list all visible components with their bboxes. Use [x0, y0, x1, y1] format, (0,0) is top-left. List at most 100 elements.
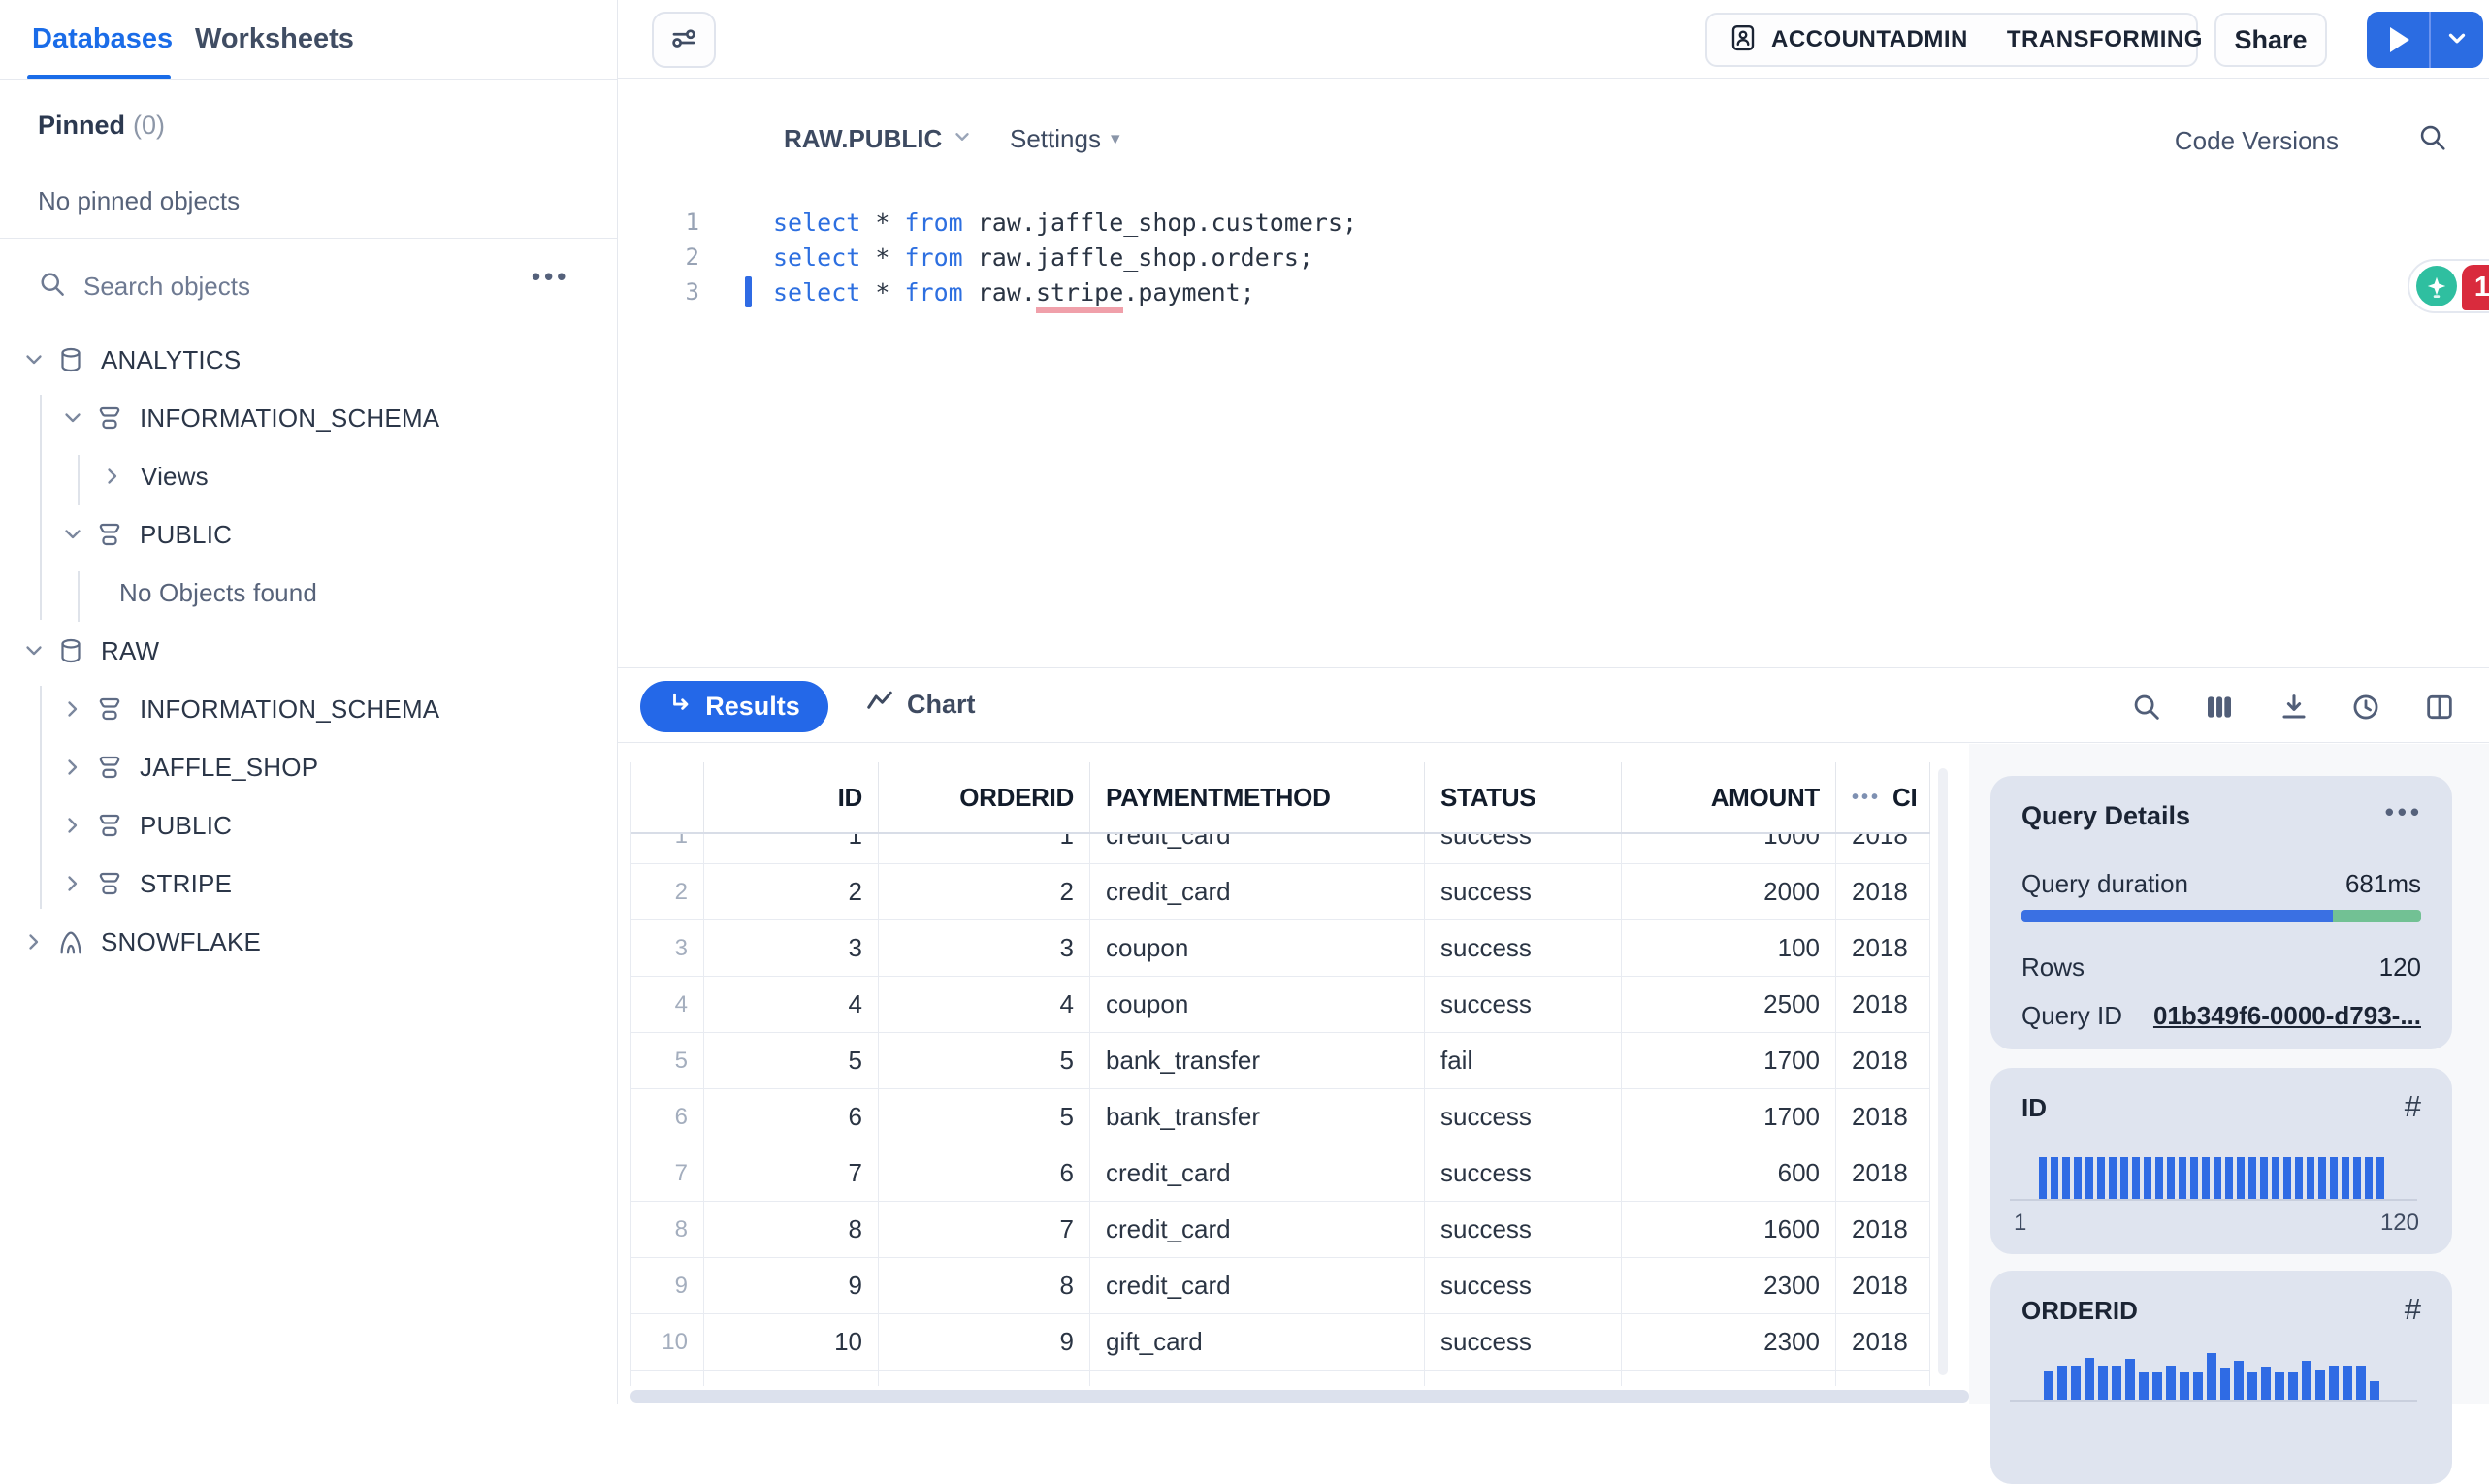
- hash-icon[interactable]: #: [2404, 1292, 2421, 1326]
- column-header[interactable]: [631, 762, 704, 832]
- histogram-bar: [2214, 1157, 2221, 1199]
- histogram-bar: [2247, 1372, 2257, 1400]
- table-row[interactable]: 6 6 5 bank_transfer success 1700 2018: [631, 1089, 1930, 1145]
- histogram-bar: [2179, 1157, 2186, 1199]
- copilot-suggestions-pill[interactable]: 1: [2408, 259, 2489, 313]
- database-icon: [54, 636, 87, 665]
- chevron-right-icon[interactable]: [98, 465, 127, 488]
- chevron-down-icon[interactable]: [58, 523, 87, 546]
- table-row[interactable]: 1 1 1 credit_card success 1000 2018: [631, 834, 1930, 864]
- table-row[interactable]: 8 8 7 credit_card success 1600 2018: [631, 1202, 1930, 1258]
- tree-item-snowflake[interactable]: SNOWFLAKE: [0, 913, 616, 971]
- chevron-down-icon[interactable]: [58, 406, 87, 430]
- column-overflow-icon[interactable]: •••: [1852, 786, 1882, 808]
- download-icon[interactable]: [2279, 692, 2310, 727]
- chevron-right-icon[interactable]: [19, 930, 48, 953]
- editor-settings-dropdown[interactable]: Settings ▾: [1010, 124, 1120, 153]
- axis-baseline: [2010, 1400, 2417, 1402]
- chevron-right-icon[interactable]: [58, 697, 87, 721]
- worksheet-filters-button[interactable]: [652, 12, 716, 68]
- divider: [618, 78, 2489, 79]
- tree-item-stripe[interactable]: STRIPE: [0, 855, 616, 913]
- cell: 5: [879, 1089, 1090, 1145]
- column-header-paymentmethod[interactable]: PAYMENTMETHOD: [1090, 762, 1425, 832]
- table-row[interactable]: 4 4 4 coupon success 2500 2018: [631, 977, 1930, 1033]
- cell: 2300: [1622, 1258, 1836, 1313]
- results-search-icon[interactable]: [2131, 692, 2162, 727]
- cell: 1700: [1622, 1033, 1836, 1088]
- tab-databases[interactable]: Databases: [32, 23, 174, 54]
- table-row[interactable]: [631, 1371, 1930, 1386]
- run-button: [2367, 12, 2483, 68]
- vertical-scrollbar[interactable]: [1938, 768, 1948, 1375]
- sidebar-more-menu[interactable]: •••: [532, 262, 570, 291]
- cell: 1700: [1622, 1089, 1836, 1145]
- query-id-link[interactable]: 01b349f6-0000-d793-...: [2152, 1001, 2421, 1030]
- tree-item-raw[interactable]: RAW: [0, 622, 616, 680]
- tree-item-information-schema[interactable]: INFORMATION_SCHEMA: [0, 389, 616, 447]
- column-header-status[interactable]: STATUS: [1425, 762, 1622, 832]
- tree-item-public[interactable]: PUBLIC: [0, 796, 616, 855]
- run-options-button[interactable]: [2431, 12, 2483, 68]
- cell: 2018: [1836, 920, 1930, 976]
- table-row[interactable]: 9 9 8 credit_card success 2300 2018: [631, 1258, 1930, 1314]
- hash-icon[interactable]: #: [2404, 1089, 2421, 1123]
- axis-max-label: 120: [2379, 1210, 2419, 1236]
- tree-item-information-schema[interactable]: INFORMATION_SCHEMA: [0, 680, 616, 738]
- table-row[interactable]: 10 10 9 gift_card success 2300 2018: [631, 1314, 1930, 1371]
- search-objects-input[interactable]: Search objects •••: [0, 260, 618, 312]
- code-line[interactable]: 2 select * from raw.jaffle_shop.orders;: [618, 240, 2489, 274]
- horizontal-scrollbar[interactable]: [630, 1390, 1969, 1403]
- tree-item-jaffle-shop[interactable]: JAFFLE_SHOP: [0, 738, 616, 796]
- tab-results[interactable]: Results: [640, 681, 828, 732]
- run-play-button[interactable]: [2367, 12, 2431, 68]
- tree-item-label: PUBLIC: [140, 519, 233, 549]
- chevron-right-icon[interactable]: [58, 872, 87, 895]
- editor-context-dropdown[interactable]: RAW.PUBLIC: [784, 124, 973, 154]
- histogram-bar: [2288, 1372, 2298, 1400]
- table-row-clipped[interactable]: 1 1 1 credit_card success 1000 2018: [631, 834, 1930, 864]
- table-row[interactable]: 5 5 5 bank_transfer fail 1700 2018: [631, 1033, 1930, 1089]
- column-header-orderid[interactable]: ORDERID: [879, 762, 1090, 832]
- editor-search-icon[interactable]: [2417, 122, 2448, 158]
- cell: 2018: [1836, 1314, 1930, 1370]
- tab-worksheets[interactable]: Worksheets: [195, 23, 354, 54]
- sql-editor[interactable]: 1 select * from raw.jaffle_shop.customers…: [618, 205, 2489, 313]
- progress-green: [2333, 910, 2421, 922]
- table-row[interactable]: 2 2 2 credit_card success 2000 2018: [631, 864, 1930, 920]
- column-header-id[interactable]: ID: [704, 762, 879, 832]
- histogram-bar: [2261, 1367, 2271, 1400]
- chevron-down-icon[interactable]: [19, 348, 48, 371]
- tree-item-views[interactable]: Views: [0, 447, 616, 505]
- code-line[interactable]: 1 select * from raw.jaffle_shop.customers…: [618, 205, 2489, 240]
- tree-item-no-objects-found[interactable]: No Objects found: [0, 564, 616, 622]
- chevron-right-icon[interactable]: [58, 814, 87, 837]
- code-line[interactable]: 3 select * from raw.stripe.payment;: [618, 274, 2489, 313]
- card-title: Query Details: [2021, 801, 2191, 830]
- tab-chart[interactable]: Chart: [865, 687, 976, 723]
- table-row[interactable]: 3 3 3 coupon success 100 2018: [631, 920, 1930, 977]
- table-row[interactable]: 7 7 6 credit_card success 600 2018: [631, 1145, 1930, 1202]
- code-versions-link[interactable]: Code Versions: [2174, 126, 2339, 155]
- histogram-bar: [2365, 1157, 2373, 1199]
- columns-icon[interactable]: [2204, 692, 2235, 727]
- cell: 2018: [1836, 1033, 1930, 1088]
- split-panel-icon[interactable]: [2424, 692, 2455, 727]
- card-more-menu[interactable]: •••: [2384, 797, 2423, 826]
- context-selector[interactable]: ACCOUNTADMIN TRANSFORMING: [1705, 13, 2202, 67]
- history-clock-icon[interactable]: [2350, 692, 2381, 727]
- cell: 3: [704, 920, 879, 976]
- cell: [879, 1371, 1090, 1386]
- tree-item-public[interactable]: PUBLIC: [0, 505, 616, 564]
- cell: 8: [631, 1202, 704, 1257]
- histogram-bar: [2144, 1157, 2151, 1199]
- tree-item-label: PUBLIC: [140, 810, 233, 840]
- chevron-down-icon[interactable]: [19, 639, 48, 662]
- chevron-right-icon[interactable]: [58, 756, 87, 779]
- histogram-bar: [2085, 1157, 2093, 1199]
- share-button[interactable]: Share: [2214, 13, 2327, 67]
- column-header-ci[interactable]: ••• CI: [1836, 762, 1930, 832]
- tree-item-analytics[interactable]: ANALYTICS: [0, 331, 616, 389]
- tree-guide-line: [40, 686, 42, 909]
- column-header-amount[interactable]: AMOUNT: [1622, 762, 1836, 832]
